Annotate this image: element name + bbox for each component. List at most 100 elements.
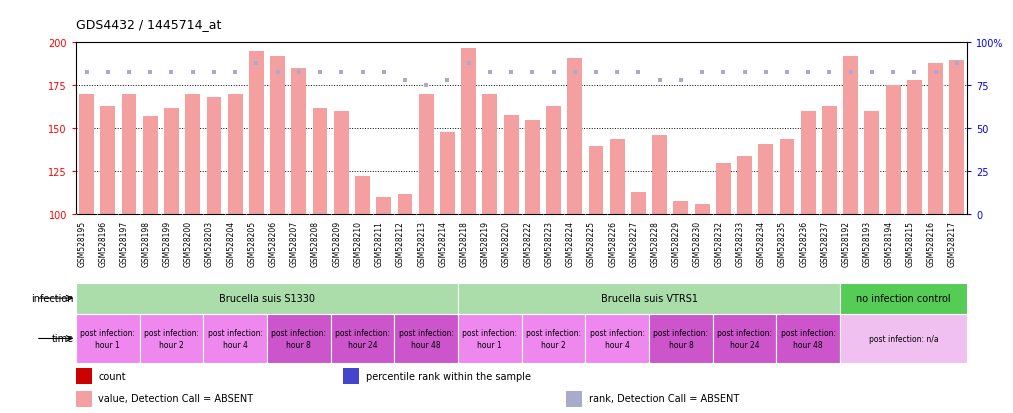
Text: GSM528196: GSM528196 [99, 220, 107, 266]
Text: GSM528222: GSM528222 [524, 220, 532, 266]
Bar [461, 48, 476, 215]
Text: GSM528212: GSM528212 [396, 220, 405, 266]
Bar [801, 112, 815, 215]
Text: GSM528210: GSM528210 [354, 220, 363, 266]
Text: GSM528205: GSM528205 [247, 220, 256, 266]
Bar [356, 177, 370, 215]
Bar [185, 95, 201, 215]
Bar [76, 368, 92, 384]
Bar [589, 146, 604, 215]
Text: GSM528220: GSM528220 [502, 220, 512, 266]
Bar [649, 314, 713, 363]
Text: post infection:
hour 2: post infection: hour 2 [526, 328, 581, 349]
Bar [140, 314, 204, 363]
Text: GSM528236: GSM528236 [799, 220, 808, 266]
Text: GSM528229: GSM528229 [672, 220, 681, 266]
Text: post infection:
hour 48: post infection: hour 48 [399, 328, 454, 349]
Text: time: time [52, 334, 74, 344]
Text: GSM528225: GSM528225 [587, 220, 596, 266]
Bar [164, 109, 179, 215]
Text: GSM528227: GSM528227 [629, 220, 638, 266]
Text: post infection:
hour 4: post infection: hour 4 [208, 328, 262, 349]
Bar [122, 95, 137, 215]
Text: GSM528214: GSM528214 [439, 220, 448, 266]
Text: no infection control: no infection control [856, 293, 951, 304]
Bar [503, 115, 519, 215]
Text: post infection:
hour 8: post infection: hour 8 [653, 328, 708, 349]
Bar [840, 314, 967, 363]
Text: GSM528192: GSM528192 [842, 220, 851, 266]
Text: GSM528204: GSM528204 [226, 220, 235, 266]
Bar [566, 391, 582, 406]
Text: post infection:
hour 8: post infection: hour 8 [271, 328, 326, 349]
Bar [343, 368, 360, 384]
Text: GSM528197: GSM528197 [120, 220, 129, 266]
Text: GSM528211: GSM528211 [375, 220, 384, 266]
Text: post infection:
hour 24: post infection: hour 24 [335, 328, 390, 349]
Bar [546, 107, 561, 215]
Text: GSM528198: GSM528198 [141, 220, 150, 266]
Bar [716, 163, 730, 215]
Bar [313, 109, 327, 215]
Text: GSM528209: GSM528209 [332, 220, 341, 266]
Text: value, Detection Call = ABSENT: value, Detection Call = ABSENT [98, 394, 253, 404]
Bar [674, 201, 688, 215]
Text: GSM528203: GSM528203 [205, 220, 214, 266]
Bar [458, 283, 840, 314]
Bar [143, 117, 158, 215]
Text: post infection:
hour 2: post infection: hour 2 [144, 328, 199, 349]
Bar [522, 314, 586, 363]
Text: GSM528224: GSM528224 [565, 220, 574, 266]
Bar [885, 86, 901, 215]
Bar [822, 107, 837, 215]
Bar [100, 107, 115, 215]
Bar [292, 69, 306, 215]
Text: post infection:
hour 1: post infection: hour 1 [462, 328, 518, 349]
Text: GSM528226: GSM528226 [608, 220, 617, 266]
Text: GSM528218: GSM528218 [460, 220, 469, 266]
Bar [334, 112, 348, 215]
Text: post infection:
hour 24: post infection: hour 24 [717, 328, 772, 349]
Text: GSM528207: GSM528207 [290, 220, 299, 266]
Text: GSM528237: GSM528237 [821, 220, 830, 266]
Text: GSM528230: GSM528230 [693, 220, 702, 266]
Text: GSM528193: GSM528193 [863, 220, 872, 266]
Bar [759, 145, 773, 215]
Text: post infection:
hour 1: post infection: hour 1 [80, 328, 136, 349]
Bar [440, 133, 455, 215]
Text: percentile rank within the sample: percentile rank within the sample [366, 371, 531, 381]
Bar [652, 136, 668, 215]
Bar [695, 204, 709, 215]
Text: post infection:
hour 4: post infection: hour 4 [590, 328, 644, 349]
Bar [204, 314, 267, 363]
Bar [525, 121, 540, 215]
Bar [631, 192, 646, 215]
Bar [840, 283, 967, 314]
Text: GSM528223: GSM528223 [545, 220, 553, 266]
Text: GSM528232: GSM528232 [714, 220, 723, 266]
Text: GSM528233: GSM528233 [735, 220, 745, 266]
Bar [76, 283, 458, 314]
Bar [418, 95, 434, 215]
Text: GSM528216: GSM528216 [927, 220, 936, 266]
Bar [737, 157, 752, 215]
Text: GSM528195: GSM528195 [78, 220, 86, 266]
Bar [249, 52, 263, 215]
Bar [394, 314, 458, 363]
Text: rank, Detection Call = ABSENT: rank, Detection Call = ABSENT [589, 394, 738, 404]
Bar [228, 95, 242, 215]
Text: GSM528208: GSM528208 [311, 220, 320, 266]
Text: GDS4432 / 1445714_at: GDS4432 / 1445714_at [76, 18, 222, 31]
Text: count: count [98, 371, 126, 381]
Text: GSM528234: GSM528234 [757, 220, 766, 266]
Text: post infection: n/a: post infection: n/a [869, 334, 939, 343]
Text: GSM528194: GSM528194 [884, 220, 893, 266]
Bar [76, 391, 92, 406]
Bar [76, 314, 140, 363]
Text: GSM528206: GSM528206 [268, 220, 278, 266]
Text: GSM528215: GSM528215 [906, 220, 915, 266]
Bar [79, 95, 94, 215]
Bar [610, 139, 625, 215]
Bar [270, 57, 285, 215]
Text: GSM528228: GSM528228 [650, 220, 659, 266]
